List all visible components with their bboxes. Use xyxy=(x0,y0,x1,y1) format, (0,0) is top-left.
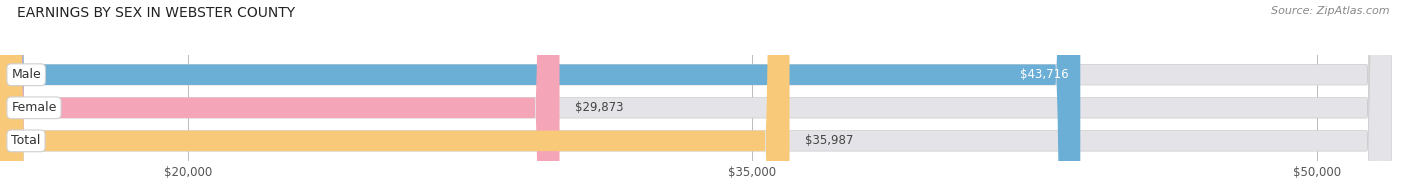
Text: $29,873: $29,873 xyxy=(575,101,623,114)
FancyBboxPatch shape xyxy=(0,0,790,196)
Text: Male: Male xyxy=(11,68,41,81)
Text: EARNINGS BY SEX IN WEBSTER COUNTY: EARNINGS BY SEX IN WEBSTER COUNTY xyxy=(17,6,295,20)
Text: Source: ZipAtlas.com: Source: ZipAtlas.com xyxy=(1271,6,1389,16)
FancyBboxPatch shape xyxy=(0,0,560,196)
Text: $43,716: $43,716 xyxy=(1021,68,1069,81)
Text: $35,987: $35,987 xyxy=(804,134,853,147)
FancyBboxPatch shape xyxy=(0,0,1080,196)
Text: Female: Female xyxy=(11,101,56,114)
Text: Total: Total xyxy=(11,134,41,147)
